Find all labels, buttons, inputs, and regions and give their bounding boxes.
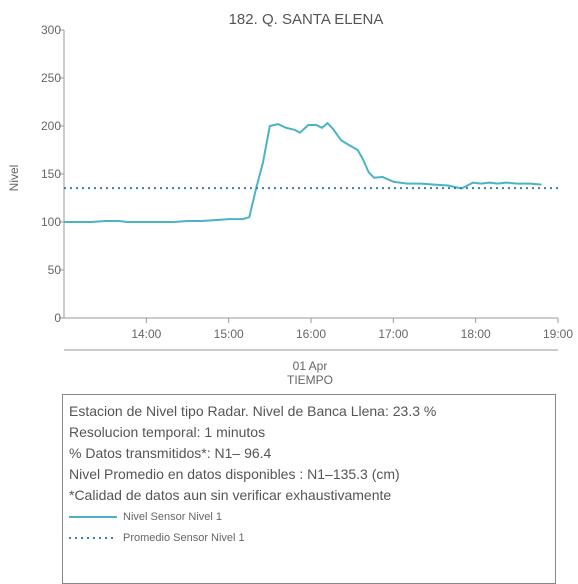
x-tick-label: 14:00 [131, 327, 161, 341]
info-line-quality-note: *Calidad de datos aun sin verificar exha… [69, 487, 392, 503]
y-tick-label: 0 [54, 311, 61, 325]
info-line-resolution: Resolucion temporal: 1 minutos [69, 424, 266, 440]
info-line-station: Estacion de Nivel tipo Radar. Nivel de B… [69, 403, 437, 419]
y-axis-label: Nivel [7, 165, 21, 192]
x-tick-label: 16:00 [296, 327, 326, 341]
x-axis-date-label: 01 Apr [293, 359, 328, 373]
y-tick-label: 200 [41, 119, 61, 133]
legend-label-average: Promedio Sensor Nivel 1 [123, 532, 245, 544]
x-tick-label: 18:00 [461, 327, 491, 341]
info-box: Estacion de Nivel tipo Radar. Nivel de B… [62, 394, 556, 584]
y-tick-label: 150 [41, 167, 61, 181]
legend-item-average: Promedio Sensor Nivel 1 [69, 528, 555, 548]
y-tick-label: 300 [41, 23, 61, 37]
info-line-average: Nivel Promedio en datos disponibles : N1… [69, 466, 400, 482]
y-tick-label: 250 [41, 71, 61, 85]
x-axis: 14:00 15:00 16:00 17:00 18:00 19:00 [64, 317, 573, 351]
chart: 182. Q. SANTA ELENA 0 50 100 150 200 250 300 1… [7, 11, 573, 387]
legend-solid-line-swatch [69, 516, 117, 518]
legend-dotted-line-swatch [69, 537, 117, 539]
chart-title: 182. Q. SANTA ELENA [229, 11, 384, 28]
x-tick-label: 15:00 [214, 327, 244, 341]
sensor-level-line [64, 122, 542, 223]
y-axis: 0 50 100 150 200 250 300 [41, 23, 65, 325]
x-tick-label: 17:00 [378, 327, 408, 341]
x-axis-label: TIEMPO [287, 373, 333, 387]
plot-area [64, 122, 558, 223]
x-tick-label: 19:00 [543, 327, 573, 341]
y-tick-label: 50 [48, 263, 62, 277]
legend-label-sensor: Nivel Sensor Nivel 1 [123, 511, 223, 523]
y-tick-label: 100 [41, 215, 61, 229]
legend-item-sensor: Nivel Sensor Nivel 1 [69, 507, 555, 527]
info-line-transmitted: % Datos transmitidos*: N1– 96.4 [69, 445, 272, 461]
